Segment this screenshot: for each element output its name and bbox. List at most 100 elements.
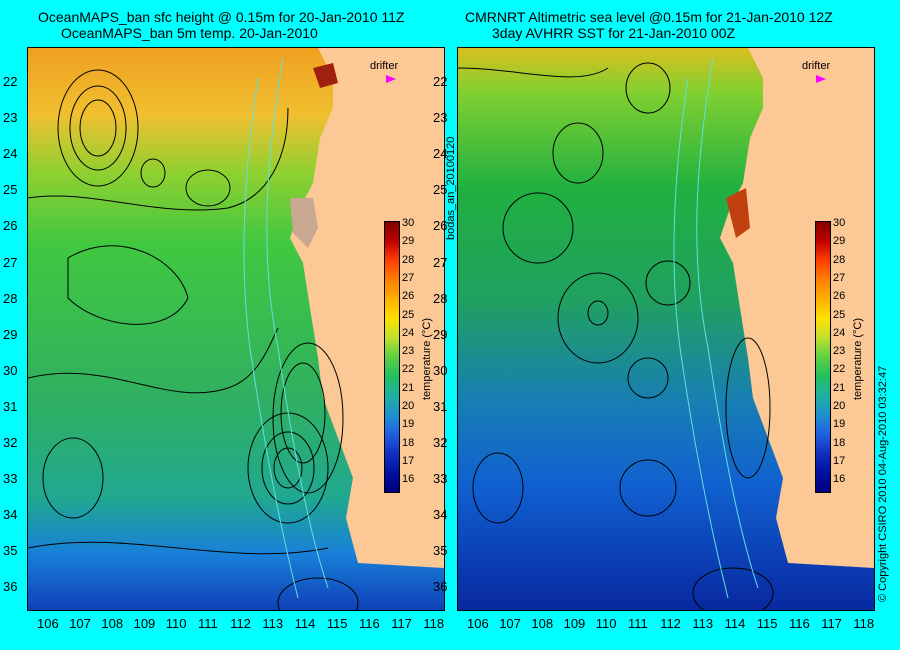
- latitude-tick-label: 27: [3, 254, 18, 270]
- latitude-tick-label: 25: [3, 182, 18, 198]
- left-title-line1: OceanMAPS_ban sfc height @ 0.15m for 20-…: [38, 9, 405, 25]
- latitude-tick-label: 31: [433, 398, 448, 414]
- latitude-tick-label: 32: [433, 435, 448, 450]
- longitude-tick-label: 109: [563, 616, 586, 631]
- colorbar-tick-label: 29: [402, 235, 415, 248]
- latitude-tick-label: 23: [3, 110, 18, 126]
- longitude-tick-label: 117: [391, 616, 412, 631]
- right-map-svg: [458, 48, 874, 610]
- latitude-tick-label: 29: [433, 326, 448, 342]
- right-title-line2: 3day AVHRR SST for 21-Jan-2010 00Z: [492, 25, 736, 41]
- left-colorbar-label: temperature (°C): [421, 317, 433, 400]
- longitude-tick-label: 117: [821, 616, 842, 631]
- land-mass: [720, 48, 874, 568]
- sea-height-contours: [28, 69, 359, 610]
- analysis-id-label: bodas_an_20100120: [445, 136, 457, 240]
- colorbar-tick-label: 24: [402, 326, 415, 339]
- drifter-marker: [386, 75, 396, 83]
- longitude-tick-label: 113: [692, 616, 714, 631]
- colorbar-tick-label: 21: [833, 381, 846, 394]
- colorbar-tick-label: 16: [402, 473, 415, 486]
- longitude-tick-label: 111: [198, 616, 218, 631]
- longitude-tick-label: 110: [595, 616, 617, 631]
- right-colorbar: [815, 221, 831, 493]
- latitude-tick-label: 34: [433, 507, 448, 523]
- left-drifter-label: drifter: [370, 60, 399, 72]
- colorbar-tick-label: 26: [833, 290, 846, 303]
- longitude-tick-label: 116: [789, 616, 810, 631]
- latitude-tick-label: 27: [433, 254, 448, 270]
- colorbar-tick-label: 20: [402, 400, 415, 412]
- coastal-hot-patch: [726, 188, 750, 238]
- latitude-tick-label: 35: [3, 543, 18, 559]
- latitude-tick-label: 24: [433, 146, 448, 162]
- bathymetry-lines: [673, 57, 759, 599]
- colorbar-tick-label: 27: [833, 271, 846, 284]
- land-mass: [290, 48, 444, 568]
- longitude-tick-label: 118: [853, 616, 875, 631]
- longitude-tick-label: 114: [724, 616, 746, 631]
- colorbar-tick-label: 18: [402, 436, 415, 449]
- left-colorbar: [384, 221, 400, 493]
- colorbar-tick-label: 17: [402, 454, 415, 467]
- colorbar-tick-label: 18: [833, 436, 846, 449]
- longitude-tick-label: 115: [756, 616, 778, 631]
- coastal-hot-patch: [313, 63, 338, 88]
- latitude-tick-label: 28: [3, 290, 18, 306]
- longitude-tick-label: 106: [467, 616, 489, 631]
- longitude-tick-label: 107: [499, 616, 521, 631]
- longitude-tick-label: 115: [326, 616, 348, 631]
- longitude-tick-label: 112: [660, 616, 681, 631]
- longitude-tick-label: 111: [628, 616, 648, 631]
- colorbar-tick-label: 29: [833, 235, 846, 248]
- colorbar-tick-label: 30: [833, 217, 846, 229]
- latitude-tick-label: 26: [433, 218, 448, 234]
- right-map-panel[interactable]: [457, 47, 875, 611]
- latitude-tick-label: 23: [433, 110, 448, 126]
- bathymetry-lines: [243, 57, 329, 599]
- latitude-tick-label: 33: [3, 471, 18, 487]
- latitude-tick-label: 24: [3, 146, 18, 162]
- left-title-line2: OceanMAPS_ban 5m temp. 20-Jan-2010: [61, 25, 318, 41]
- longitude-tick-label: 109: [133, 616, 156, 631]
- copyright-label: © Copyright CSIRO 2010 04-Aug-2010 03:32…: [877, 365, 889, 602]
- latitude-tick-label: 35: [433, 543, 448, 559]
- colorbar-tick-label: 23: [833, 345, 846, 358]
- colorbar-tick-label: 27: [402, 271, 415, 284]
- right-colorbar-label: temperature (°C): [852, 317, 864, 400]
- colorbar-tick-label: 25: [833, 308, 846, 321]
- colorbar-tick-label: 26: [402, 290, 415, 303]
- latitude-tick-label: 31: [3, 398, 18, 414]
- longitude-tick-label: 106: [37, 616, 59, 631]
- latitude-tick-label: 36: [3, 579, 18, 595]
- latitude-tick-label: 34: [3, 507, 18, 523]
- left-map-panel[interactable]: [27, 47, 445, 611]
- sea-height-contours: [458, 62, 774, 610]
- longitude-tick-label: 108: [531, 616, 554, 631]
- left-map-svg: [28, 48, 444, 610]
- latitude-tick-label: 22: [433, 74, 448, 89]
- longitude-tick-label: 110: [165, 616, 187, 631]
- latitude-tick-label: 26: [3, 218, 18, 234]
- longitude-tick-label: 118: [423, 616, 445, 631]
- colorbar-tick-label: 28: [833, 253, 846, 266]
- colorbar-tick-label: 28: [402, 253, 415, 266]
- bay-shadow: [290, 198, 318, 248]
- colorbar-tick-label: 24: [833, 326, 846, 339]
- latitude-tick-label: 22: [3, 74, 18, 89]
- colorbar-tick-label: 17: [833, 454, 846, 467]
- colorbar-tick-label: 22: [833, 363, 846, 376]
- colorbar-tick-label: 25: [402, 308, 415, 321]
- latitude-tick-label: 32: [3, 435, 18, 450]
- latitude-tick-label: 28: [433, 290, 448, 306]
- colorbar-tick-label: 19: [402, 418, 415, 431]
- right-drifter-label: drifter: [802, 60, 831, 72]
- latitude-tick-label: 36: [433, 579, 448, 595]
- colorbar-tick-label: 30: [402, 217, 415, 229]
- latitude-tick-label: 25: [433, 182, 448, 198]
- colorbar-tick-label: 21: [402, 381, 415, 394]
- drifter-marker: [816, 75, 826, 83]
- latitude-tick-label: 29: [3, 326, 18, 342]
- colorbar-tick-label: 23: [402, 345, 415, 358]
- longitude-tick-label: 113: [262, 616, 284, 631]
